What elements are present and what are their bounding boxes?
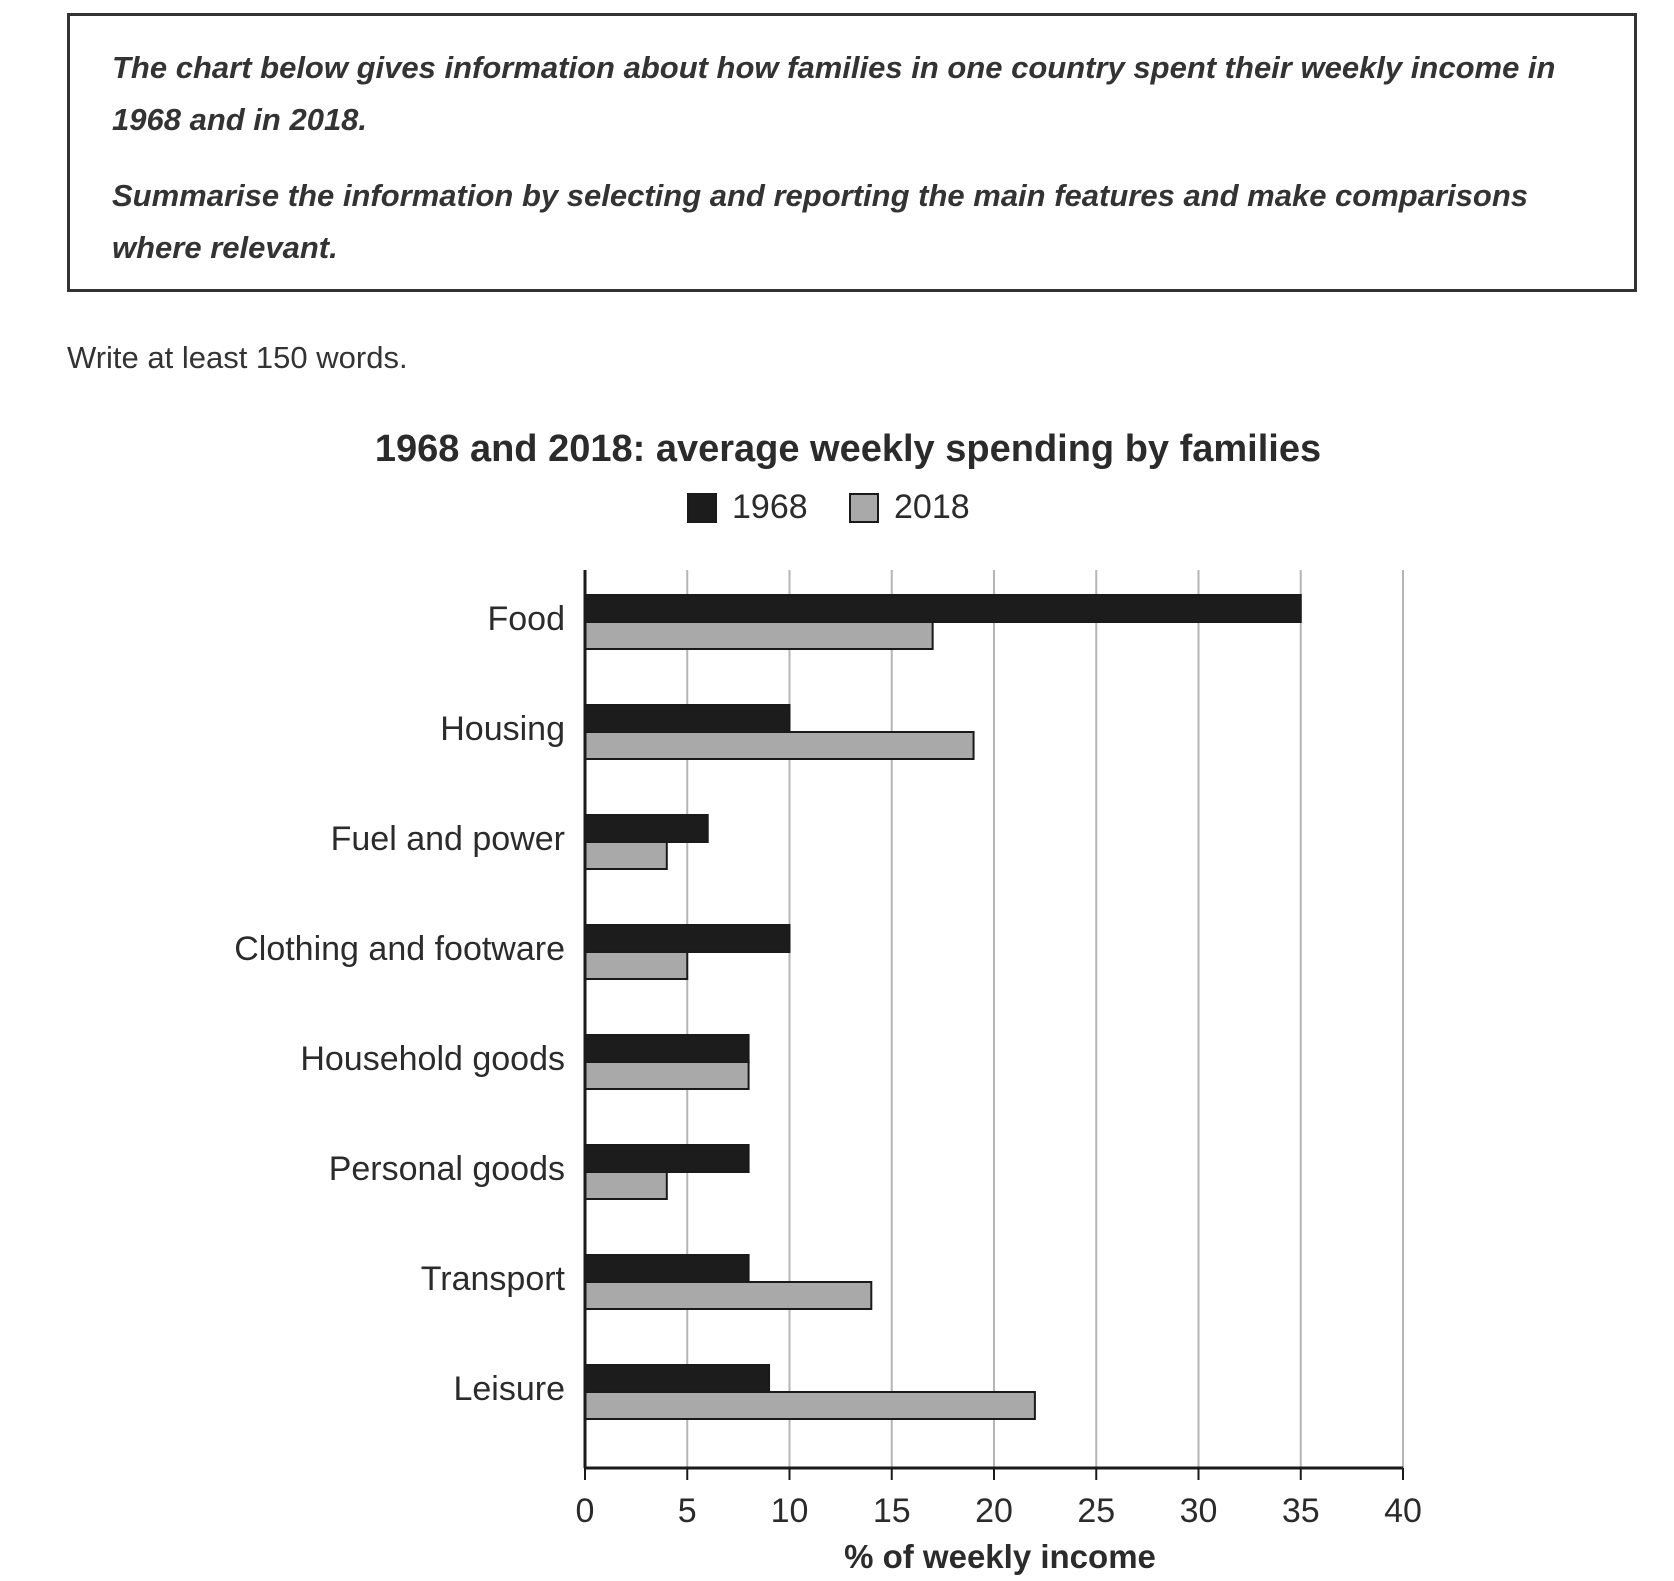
bar-2018 [584,731,975,760]
word-count-instruction: Write at least 150 words. [67,340,408,375]
category-label: Clothing and footware [234,930,565,968]
chart-title: 1968 and 2018: average weekly spending b… [375,428,1321,470]
x-tick-label: 5 [678,1492,697,1530]
bar-2018 [584,841,668,870]
x-tick-label: 30 [1180,1492,1218,1530]
category-label: Household goods [300,1040,565,1078]
bar-2018 [584,1281,873,1310]
x-tick-label: 10 [771,1492,809,1530]
task-prompt: The chart below gives information about … [112,50,1556,137]
task-summary-instruction: Summarise the information by selecting a… [112,178,1529,265]
category-label: Personal goods [329,1150,565,1188]
bar-2018 [584,1061,750,1090]
bar-1968 [584,704,791,733]
chart-bars [584,594,1302,1420]
legend-label-1968: 1968 [732,488,808,526]
task-box: The chart below gives information about … [67,13,1637,292]
bar-1968 [584,1254,750,1283]
category-label: Housing [440,710,565,748]
chart-axes [583,570,1404,1480]
category-label: Food [488,600,566,638]
x-tick-label: 25 [1077,1492,1115,1530]
category-label: Transport [421,1260,566,1298]
x-tick-label: 0 [576,1492,595,1530]
bar-1968 [584,1144,750,1173]
x-tick-label: 35 [1282,1492,1320,1530]
legend-swatch-2018 [849,493,879,523]
bar-1968 [584,814,709,843]
x-tick-label: 15 [873,1492,911,1530]
category-label: Leisure [453,1370,565,1408]
bar-1968 [584,594,1302,623]
category-labels: Food Housing Fuel and power Clothing and fo… [234,600,565,1408]
bar-2018 [584,621,934,650]
category-label: Fuel and power [331,820,565,858]
bar-2018 [584,1391,1036,1420]
bar-2018 [584,951,689,980]
chart-legend: 1968 2018 [687,488,970,526]
x-tick-label: 20 [975,1492,1013,1530]
x-axis-label: % of weekly income [844,1538,1156,1575]
bar-1968 [584,1364,771,1393]
x-tick-labels: 0 5 10 15 20 25 30 35 40 [576,1492,1422,1530]
bar-1968 [584,924,791,953]
x-tick-label: 40 [1384,1492,1422,1530]
legend-swatch-1968 [687,493,717,523]
bar-1968 [584,1034,750,1063]
legend-label-2018: 2018 [894,488,970,526]
bar-2018 [584,1171,668,1200]
chart-gridlines [686,570,1404,1468]
